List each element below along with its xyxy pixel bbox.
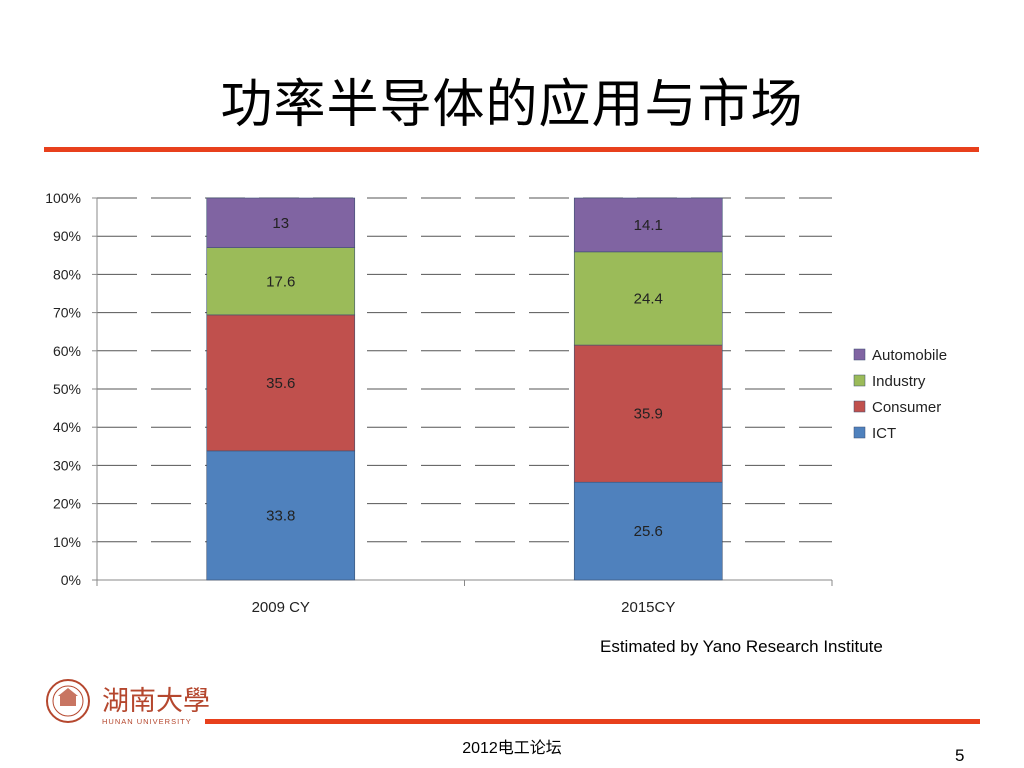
bar-segment-automobile xyxy=(206,197,356,248)
x-tick-label: 2015CY xyxy=(621,599,675,616)
y-tick-label: 50% xyxy=(53,381,81,397)
legend-swatch-automobile xyxy=(853,348,866,361)
bar-segment-industry xyxy=(206,247,356,316)
y-tick-label: 100% xyxy=(45,190,81,206)
slide-title: 功率半导体的应用与市场 xyxy=(220,75,804,135)
bar-segment-automobile xyxy=(573,197,723,253)
bar-segment-ict xyxy=(573,481,723,581)
y-tick-label: 0% xyxy=(61,572,81,588)
data-label: 35.6 xyxy=(266,375,295,392)
footer-rule xyxy=(205,719,980,724)
y-tick-label: 60% xyxy=(53,343,81,359)
bar-segment-consumer xyxy=(573,344,723,483)
footer-text: 2012电工论坛 xyxy=(462,740,562,757)
logo-wordmark: 湖南大學 xyxy=(102,686,210,717)
legend-label: Consumer xyxy=(872,399,941,416)
bar-segment-industry xyxy=(573,251,723,346)
data-label: 17.6 xyxy=(266,273,295,290)
data-label: 13 xyxy=(272,215,289,232)
title-underline xyxy=(44,147,979,152)
y-tick-label: 10% xyxy=(53,534,81,550)
university-logo: 湖南大學 HUNAN UNIVERSITY xyxy=(44,676,214,731)
logo-subtext: HUNAN UNIVERSITY xyxy=(102,717,192,726)
bar-segment-ict xyxy=(206,450,356,581)
y-tick-label: 30% xyxy=(53,457,81,473)
bar-segment-consumer xyxy=(206,314,356,452)
data-label: 33.8 xyxy=(266,507,295,524)
legend-swatch-industry xyxy=(853,374,866,387)
legend-label: Automobile xyxy=(872,347,947,364)
y-tick-label: 90% xyxy=(53,228,81,244)
page-number: 5 xyxy=(955,746,965,765)
source-note: Estimated by Yano Research Institute xyxy=(600,637,883,656)
data-label: 25.6 xyxy=(634,523,663,540)
y-tick-label: 80% xyxy=(53,266,81,282)
legend-swatch-consumer xyxy=(853,400,866,413)
data-label: 24.4 xyxy=(634,290,663,307)
stacked-bar-chart: 0% 10% 20% 30% 40% 50% 60% 70% 80% 90% 100% 33.8 35.… xyxy=(45,190,947,616)
data-label: 14.1 xyxy=(634,217,663,234)
y-tick-label: 70% xyxy=(53,305,81,321)
university-seal-icon xyxy=(46,679,90,723)
y-tick-label: 40% xyxy=(53,419,81,435)
x-tick-label: 2009 CY xyxy=(252,599,310,616)
legend-label: Industry xyxy=(872,373,926,390)
data-label: 35.9 xyxy=(634,406,663,423)
legend-swatch-ict xyxy=(853,426,866,439)
y-tick-label: 20% xyxy=(53,496,81,512)
legend-label: ICT xyxy=(872,425,896,442)
